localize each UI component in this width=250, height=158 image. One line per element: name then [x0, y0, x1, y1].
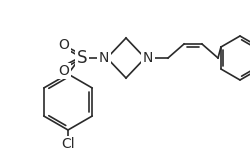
Text: Cl: Cl [61, 137, 74, 151]
Text: N: N [98, 51, 109, 65]
Text: S: S [76, 49, 87, 67]
Text: O: O [58, 64, 69, 78]
Text: O: O [58, 38, 69, 52]
Text: N: N [142, 51, 152, 65]
